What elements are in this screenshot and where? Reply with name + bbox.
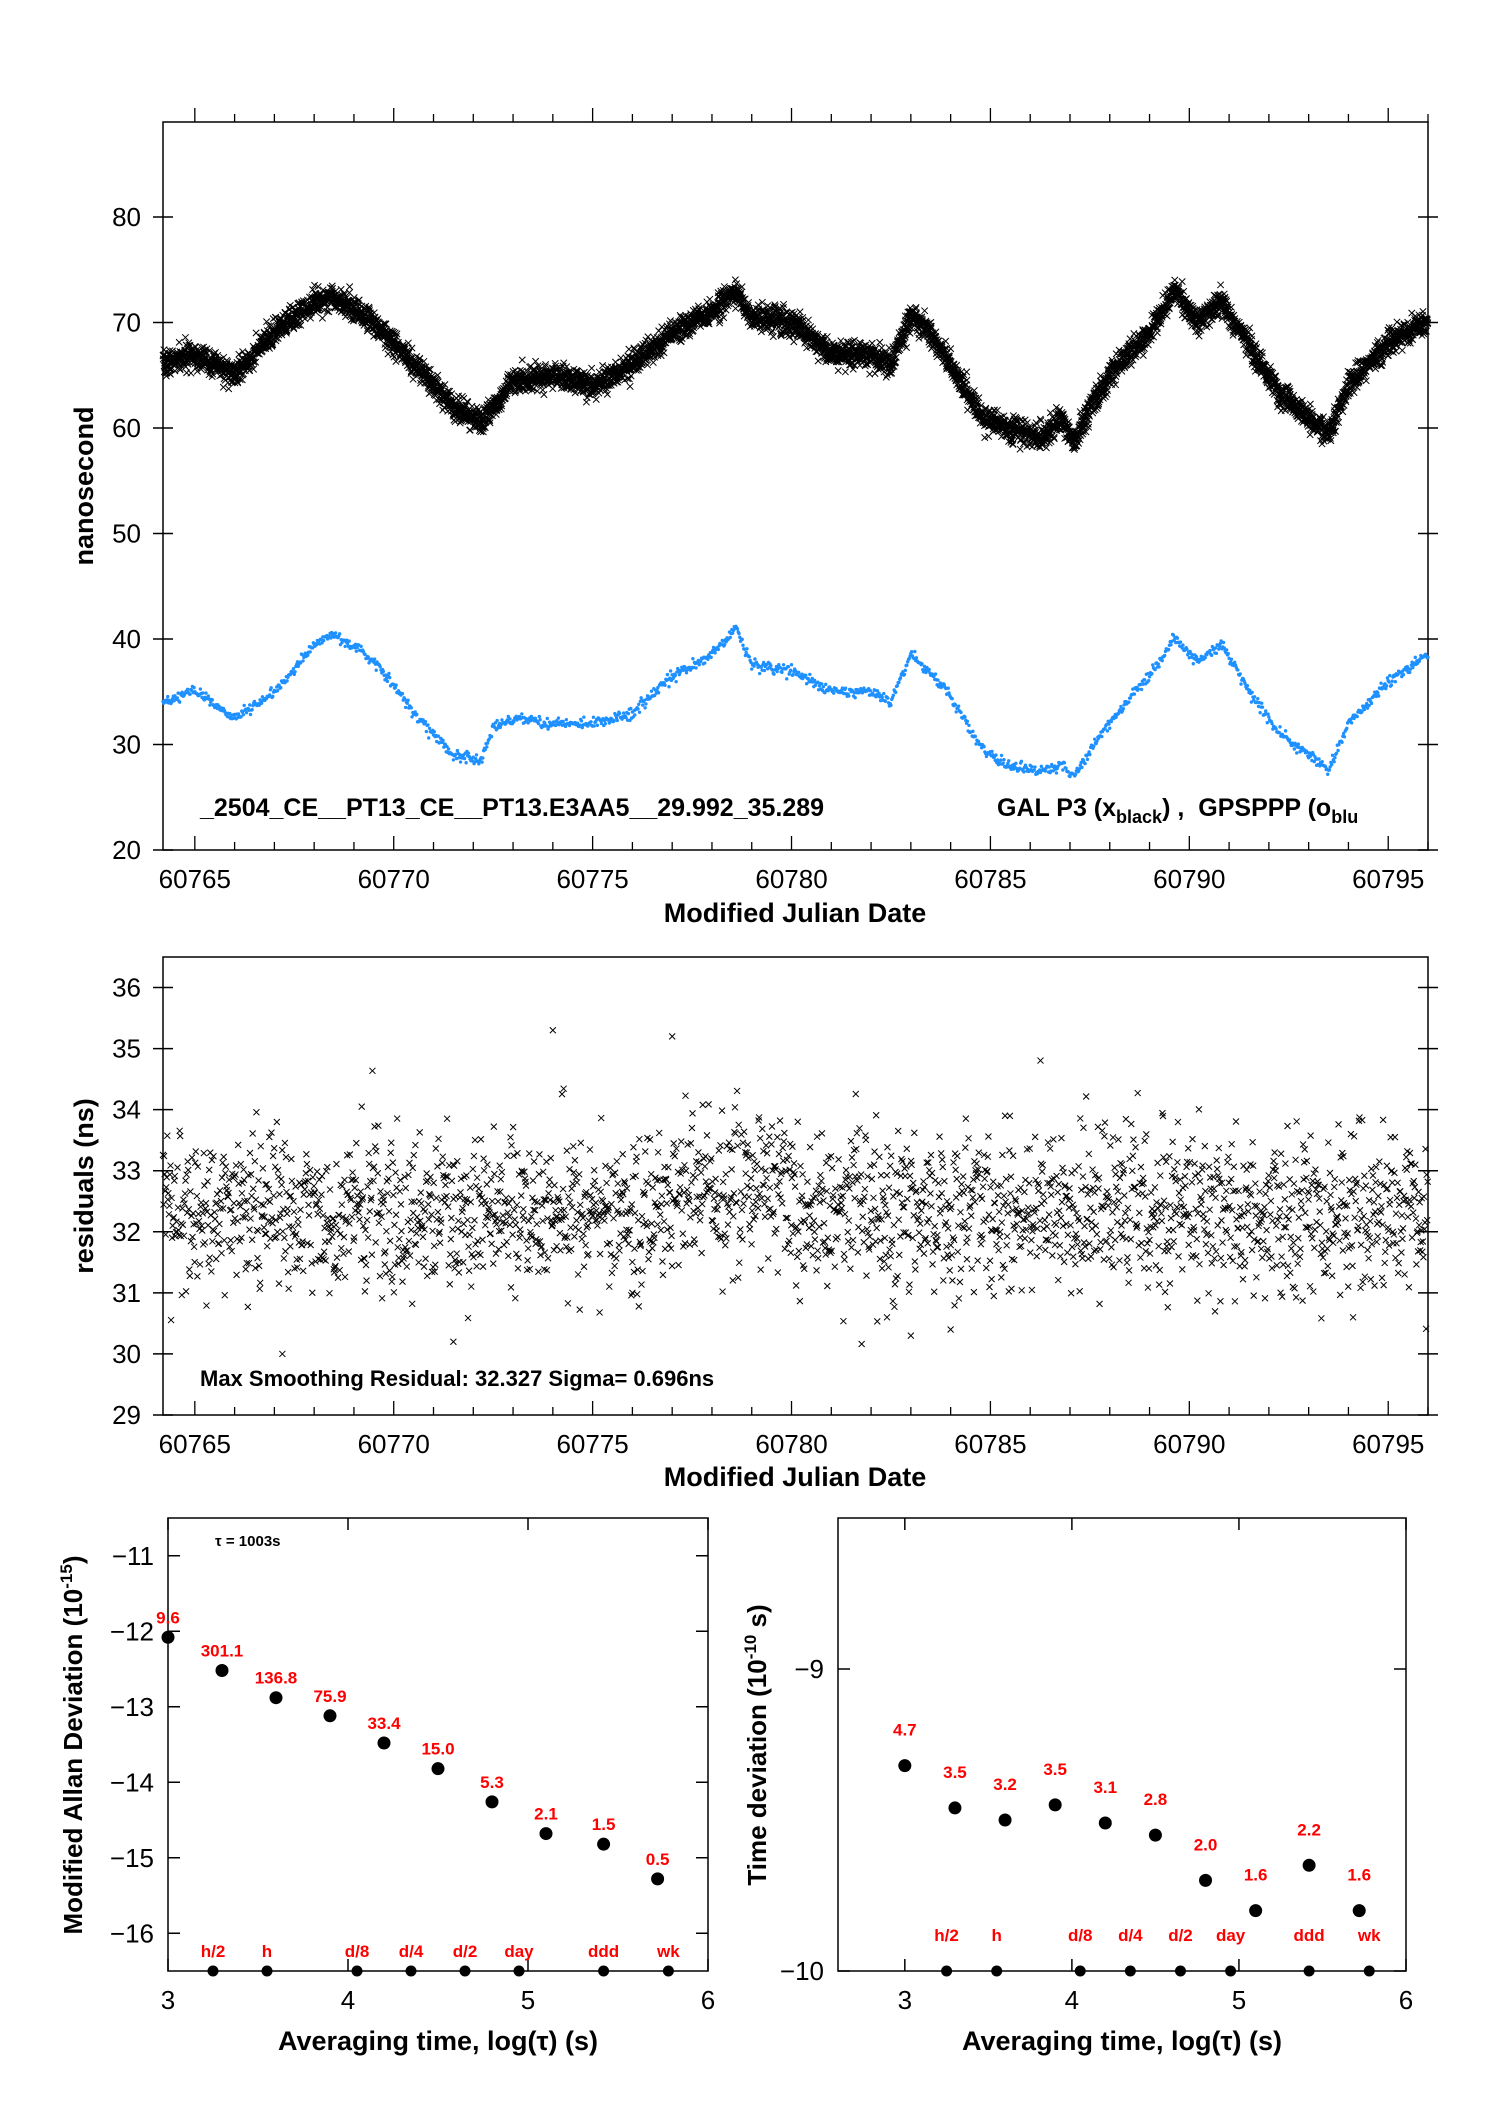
gal-p3-point [876, 338, 884, 346]
gal-p3-point [328, 282, 336, 290]
gal-p3-point [644, 333, 652, 341]
gal-p3-point [599, 361, 607, 370]
gal-p3-point [325, 308, 333, 316]
gal-p3-point [309, 286, 317, 294]
gal-p3-point [1153, 329, 1161, 337]
gal-p3-point [871, 369, 879, 378]
gal-p3-point [346, 283, 354, 291]
gal-p3-point [275, 331, 283, 339]
gal-p3-point [316, 305, 324, 313]
gal-p3-point [297, 321, 305, 329]
gal-p3-point [1195, 332, 1203, 340]
top-axis-ticks [153, 108, 1438, 851]
gal-p3-point [422, 369, 430, 377]
gal-p3-point [626, 382, 634, 390]
gal-p3-point [518, 356, 526, 364]
gal-p3-point [205, 347, 214, 355]
gal-p3-point [1163, 312, 1171, 320]
gal-p3-point [592, 395, 600, 404]
gal-p3-point [393, 330, 401, 338]
gal-p3-point [823, 333, 831, 341]
gal-p3-point [1206, 321, 1214, 329]
gal-p3-point [796, 308, 804, 316]
gal-p3-point [649, 358, 657, 367]
gal-p3-point [265, 322, 273, 330]
gal-p3-point [314, 283, 322, 291]
gal-p3-point [306, 314, 315, 322]
gal-p3-point [868, 339, 876, 347]
gal-p3-point [390, 353, 398, 361]
gal-p3-point [841, 368, 849, 376]
gal-p3-point [239, 370, 247, 378]
gal-p3-point [355, 296, 363, 304]
gal-p3-point [441, 381, 449, 389]
gal-p3-point [947, 345, 955, 353]
gal-p3-point [295, 321, 303, 329]
gal-p3-point [318, 314, 326, 322]
gal-p3-point [1016, 445, 1024, 453]
gal-p3-point [1306, 400, 1314, 408]
gal-p3-point [533, 387, 541, 395]
gal-p3-point [588, 364, 596, 372]
gal-p3-point [392, 357, 400, 365]
gal-p3-point [408, 344, 416, 352]
gal-p3-point [382, 320, 390, 328]
gal-p3-point [181, 333, 189, 342]
gal-p3-point [963, 368, 971, 376]
gal-p3-point [225, 385, 233, 393]
gal-p3-point [185, 341, 193, 350]
gal-p3-point [390, 328, 398, 336]
gal-p3-point [365, 307, 374, 315]
gal-p3-point [252, 358, 260, 366]
gal-p3-point [392, 332, 400, 341]
gal-p3-point [234, 379, 242, 387]
gal-p3-point [166, 347, 174, 355]
gal-p3-point [211, 348, 220, 356]
gal-p3-point [236, 376, 244, 384]
gal-p3-point [365, 305, 373, 313]
gal-p3-point [732, 304, 740, 313]
gal-p3-point [655, 327, 663, 335]
gal-p3-point [342, 313, 350, 321]
top-plot-frame [162, 121, 1429, 851]
gal-p3-point [390, 336, 399, 344]
gal-p3-point [208, 373, 216, 381]
gal-p3-series [159, 276, 1432, 454]
gal-p3-point [420, 357, 428, 365]
gal-p3-point [1217, 281, 1225, 289]
gal-p3-point [250, 358, 258, 366]
gal-p3-point [235, 350, 243, 358]
gal-p3-point [466, 426, 474, 434]
gal-p3-point [451, 418, 459, 426]
gal-p3-point [1178, 278, 1186, 286]
gal-p3-point [434, 371, 442, 379]
gal-p3-point [563, 363, 571, 371]
gal-p3-point [834, 367, 842, 375]
gal-p3-point [1112, 381, 1120, 389]
gal-p3-point [249, 365, 258, 373]
gal-p3-point [406, 348, 414, 356]
gal-p3-point [425, 365, 433, 373]
gal-p3-point [404, 339, 412, 347]
gal-p3-point [921, 307, 929, 315]
gal-p3-point [804, 316, 812, 324]
gal-p3-point [625, 345, 633, 353]
gal-p3-point [878, 344, 886, 352]
gal-p3-point [409, 375, 417, 383]
gal-p3-point [814, 357, 822, 365]
gal-p3-point [426, 365, 434, 374]
gal-p3-point [758, 298, 766, 306]
gal-p3-point [363, 327, 372, 335]
gal-p3-point [175, 338, 183, 346]
gal-p3-point [263, 318, 271, 326]
gal-p3-point [540, 390, 548, 399]
gal-p3-point [790, 338, 798, 346]
gal-p3-point [1139, 351, 1147, 359]
